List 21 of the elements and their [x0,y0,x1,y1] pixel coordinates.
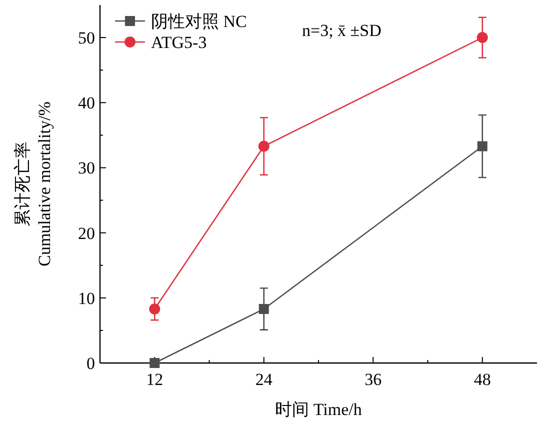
y-tick-label: 50 [78,28,95,48]
point [150,358,160,368]
y-tick-label: 20 [78,224,95,243]
x-axis-title: 时间 Time/h [275,400,362,419]
x-tick-label: 36 [364,370,382,389]
x-tick-label: 12 [146,370,164,389]
x-tick-label: 48 [474,370,491,389]
y-tick-label: 40 [78,94,95,113]
point [258,304,269,314]
point [258,140,270,152]
legend-label: 阴性对照 NC [151,12,247,31]
point [477,141,488,152]
y-axis-title: 累计死亡率 Cumulative mortality/% [13,102,54,266]
point [476,32,488,44]
y-tick-label: 30 [78,158,95,178]
legend-label: ATG5-3 [151,33,207,52]
annotation: n=3; x̄ ±SD [302,21,382,40]
point [149,303,160,314]
y-tick-label: 10 [78,288,95,308]
y-tick-label: 0 [86,354,95,373]
x-tick-label: 24 [255,370,273,389]
